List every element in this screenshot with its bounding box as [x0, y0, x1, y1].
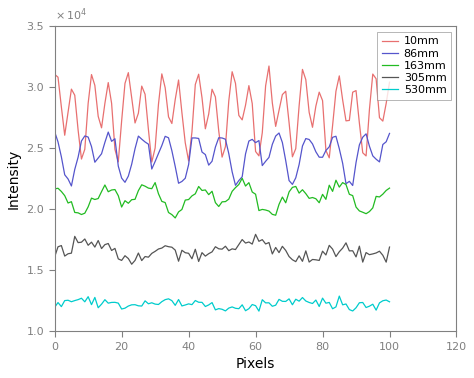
530mm [206, 303, 211, 307]
86mm [387, 131, 392, 136]
163mm [136, 188, 141, 193]
530mm [75, 297, 81, 302]
163mm [239, 176, 245, 181]
163mm [75, 211, 81, 215]
Text: $\times\,10^4$: $\times\,10^4$ [55, 7, 87, 23]
86mm [139, 137, 145, 141]
10mm [209, 87, 215, 91]
86mm [306, 137, 312, 142]
163mm [173, 216, 178, 220]
163mm [52, 187, 57, 191]
86mm [52, 130, 57, 134]
Line: 530mm: 530mm [55, 296, 390, 311]
10mm [266, 64, 272, 68]
530mm [387, 299, 392, 304]
10mm [256, 153, 262, 158]
305mm [253, 232, 258, 237]
86mm [209, 159, 215, 164]
10mm [52, 72, 57, 77]
305mm [293, 259, 299, 264]
305mm [75, 240, 81, 245]
86mm [290, 182, 295, 187]
10mm [149, 160, 155, 164]
305mm [259, 237, 265, 242]
305mm [209, 249, 215, 254]
163mm [209, 189, 215, 194]
163mm [387, 186, 392, 191]
10mm [387, 80, 392, 84]
305mm [139, 258, 145, 263]
305mm [52, 255, 57, 259]
10mm [293, 146, 299, 151]
Line: 10mm: 10mm [55, 66, 390, 162]
530mm [136, 304, 141, 308]
530mm [290, 302, 295, 307]
Line: 305mm: 305mm [55, 234, 390, 264]
X-axis label: Pixels: Pixels [236, 357, 275, 371]
86mm [69, 184, 74, 188]
10mm [136, 111, 141, 116]
Line: 86mm: 86mm [55, 132, 390, 186]
530mm [306, 300, 312, 305]
530mm [337, 294, 342, 298]
530mm [256, 309, 262, 313]
10mm [310, 125, 315, 130]
163mm [310, 195, 315, 200]
163mm [259, 207, 265, 212]
86mm [79, 139, 84, 143]
305mm [387, 245, 392, 249]
Legend: 10mm, 86mm, 163mm, 305mm, 530mm: 10mm, 86mm, 163mm, 305mm, 530mm [377, 32, 451, 100]
10mm [75, 128, 81, 132]
305mm [310, 257, 315, 262]
530mm [52, 305, 57, 310]
305mm [129, 262, 135, 266]
86mm [256, 138, 262, 143]
Line: 163mm: 163mm [55, 178, 390, 218]
530mm [253, 304, 258, 308]
Y-axis label: Intensity: Intensity [7, 149, 21, 209]
163mm [293, 184, 299, 189]
